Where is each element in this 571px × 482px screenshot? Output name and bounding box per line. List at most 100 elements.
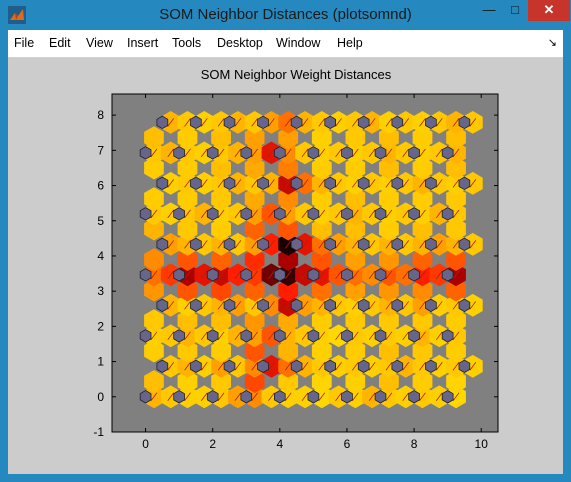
menu-window[interactable]: Window	[276, 36, 321, 50]
neighbor-connection-line	[419, 240, 426, 249]
neuron-hexagon	[257, 237, 269, 252]
neuron-hexagon	[139, 329, 152, 343]
neighbor-connection-line	[318, 118, 326, 127]
neuron-hexagon	[357, 359, 370, 373]
neighbor-connection-line	[268, 179, 275, 188]
neighbor-connection-line	[452, 270, 460, 280]
x-tick-label: 8	[411, 437, 418, 451]
neighbor-connection-line	[167, 148, 175, 158]
neuron-hexagon	[206, 390, 219, 404]
som-plot: SOM Neighbor Weight Distances 0 2 4 6 8 10-10…	[93, 67, 499, 451]
neuron-hexagon	[139, 390, 152, 404]
neighbor-connection-line	[368, 118, 376, 127]
neuron-hexagon	[173, 268, 185, 282]
menu-edit[interactable]: Edit	[49, 36, 71, 50]
neighbor-distance-cell	[446, 278, 466, 302]
neighbor-connection-line	[469, 301, 477, 310]
dock-arrow-icon[interactable]: ↘	[547, 37, 557, 49]
menu-insert[interactable]: Insert	[127, 36, 159, 50]
menu-tools[interactable]: Tools	[172, 36, 202, 50]
neighbor-distance-cell	[278, 156, 299, 180]
neuron-hexagon	[257, 176, 269, 191]
x-tick-label: 2	[209, 437, 216, 451]
neighbor-connection-line	[318, 362, 326, 371]
neighbor-distance-cell	[211, 309, 231, 332]
neighbor-connection-line	[435, 392, 443, 402]
menu-help[interactable]: Help	[337, 36, 363, 50]
neuron-hexagon	[391, 115, 404, 130]
neighbor-distance-cell	[278, 339, 299, 363]
menu-desktop[interactable]: Desktop	[217, 36, 263, 50]
x-tick-label: 4	[276, 437, 283, 451]
menu-view[interactable]: View	[86, 36, 113, 50]
neuron-hexagon	[391, 359, 404, 373]
maximize-button[interactable]: □	[511, 2, 519, 17]
neighbor-distance-cell	[446, 339, 466, 363]
neuron-hexagon	[190, 298, 202, 313]
neighbor-connection-line	[301, 118, 309, 127]
neighbor-connection-line	[251, 362, 258, 371]
neighbor-distance-cell	[211, 217, 231, 241]
neighbor-distance-cell	[177, 248, 198, 271]
neighbor-distance-cell	[211, 278, 231, 302]
neuron-hexagon	[156, 115, 169, 130]
menu-file[interactable]: File	[14, 36, 35, 50]
neighbor-distance-cell	[278, 217, 299, 241]
neighbor-connection-line	[301, 209, 309, 219]
neighbor-connection-line	[435, 270, 443, 280]
neighbor-connection-line	[335, 209, 342, 219]
neighbor-connection-line	[368, 392, 376, 402]
neighbor-connection-line	[452, 301, 460, 310]
neighbor-distance-cell	[345, 248, 366, 271]
neuron-hexagon	[223, 115, 236, 130]
neighbor-connection-line	[452, 118, 460, 127]
neuron-hexagon	[324, 115, 337, 130]
neighbor-distance-cell	[446, 248, 466, 271]
neuron-hexagon	[408, 146, 420, 160]
neighbor-connection-line	[284, 392, 292, 402]
neuron-hexagon	[391, 298, 404, 313]
neighbor-distance-cell	[244, 217, 265, 241]
neighbor-connection-line	[452, 240, 460, 249]
neighbor-connection-line	[419, 331, 426, 341]
neighbor-connection-line	[335, 179, 342, 188]
neighbor-connection-line	[368, 179, 376, 188]
neighbor-connection-line	[200, 240, 208, 249]
neighbor-distance-cell	[278, 248, 299, 271]
neuron-hexagon	[324, 176, 337, 191]
neighbor-connection-line	[335, 148, 342, 158]
neighbor-connection-line	[268, 270, 275, 280]
neighbor-connection-line	[335, 118, 342, 127]
neighbor-distance-cell	[211, 187, 231, 210]
close-button[interactable]: ✕	[528, 0, 570, 21]
neighbor-distance-cell	[177, 126, 198, 149]
neighbor-connection-line	[150, 209, 158, 219]
neuron-hexagon	[357, 237, 370, 252]
neighbor-connection-line	[184, 301, 191, 310]
neighbor-connection-line	[318, 392, 326, 402]
neuron-hexagon	[223, 298, 236, 313]
neighbor-connection-line	[385, 270, 393, 280]
neighbor-distance-cell	[412, 217, 433, 241]
neighbor-connection-line	[469, 240, 477, 249]
neuron-hexagon	[257, 115, 269, 130]
neuron-hexagon	[441, 207, 454, 221]
minimize-button[interactable]: —	[482, 2, 496, 17]
neighbor-connection-line	[402, 270, 410, 280]
neighbor-distance-cell	[446, 126, 466, 149]
neighbor-connection-line	[402, 362, 410, 371]
neighbor-connection-line	[251, 179, 258, 188]
neighbor-connection-line	[301, 179, 309, 188]
neuron-hexagon	[173, 329, 185, 343]
neighbor-connection-line	[217, 270, 225, 280]
neuron-hexagon	[374, 146, 387, 160]
neighbor-connection-line	[419, 179, 426, 188]
y-tick-label: 6	[97, 179, 104, 193]
neighbor-distance-cell	[379, 156, 399, 180]
title-bar[interactable]: SOM Neighbor Distances (plotsomnd) — □ ✕	[0, 0, 571, 30]
neuron-hexagon	[425, 176, 437, 191]
neighbor-connection-line	[452, 392, 460, 402]
neighbor-connection-line	[284, 362, 292, 371]
neuron-hexagon	[223, 176, 236, 191]
neighbor-connection-line	[402, 179, 410, 188]
